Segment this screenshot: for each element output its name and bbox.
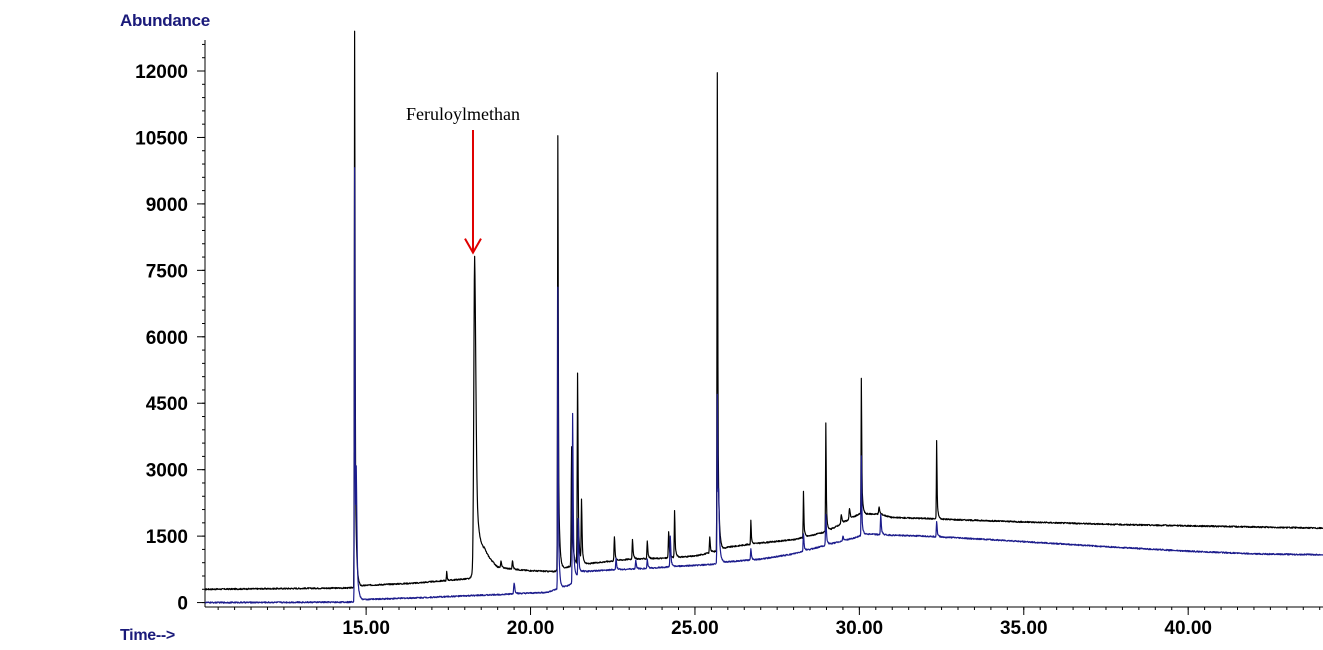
series-line-blue: [204, 167, 1323, 604]
series-layer: [204, 30, 1323, 604]
y-tick-label: 9000: [146, 195, 188, 216]
x-axis-label: Time-->: [120, 627, 175, 644]
y-tick-label: 6000: [146, 328, 188, 349]
y-tick-label: 7500: [146, 261, 188, 282]
axes-layer: 0 1500 3000 4500 6000 7500 9000 10500 12000 15.00…: [135, 40, 1323, 639]
x-tick-label: 35.00: [1000, 618, 1048, 639]
x-tick-label: 40.00: [1164, 618, 1212, 639]
y-tick-label: 4500: [146, 394, 188, 415]
x-tick-label: 15.00: [342, 618, 390, 639]
x-tick-label: 25.00: [671, 618, 719, 639]
y-tick-label: 10500: [135, 128, 188, 149]
y-tick-label: 3000: [146, 461, 188, 482]
y-tick-label: 0: [177, 594, 188, 615]
y-tick-label: 12000: [135, 62, 188, 83]
x-tick-label: 20.00: [507, 618, 555, 639]
x-tick-label: 30.00: [836, 618, 884, 639]
series-line-black: [204, 30, 1323, 591]
y-axis-label: Abundance: [120, 11, 210, 30]
annotation-label: Feruloylmethan: [406, 104, 520, 124]
annotation-arrow-head: [464, 238, 482, 255]
y-tick-label: 1500: [146, 527, 188, 548]
annotation-layer: Feruloylmethan: [406, 104, 520, 255]
